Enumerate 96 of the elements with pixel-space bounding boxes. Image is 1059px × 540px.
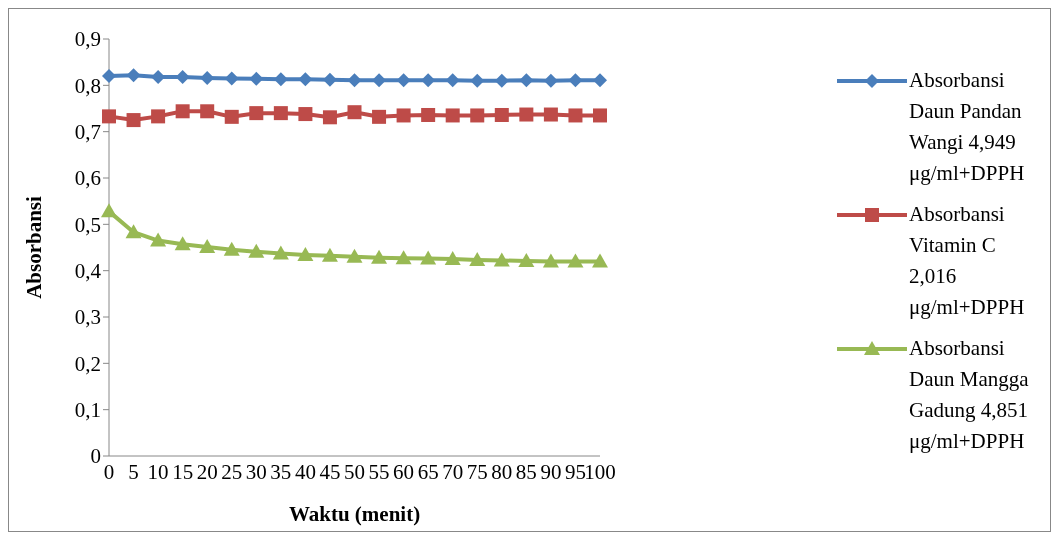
y-tick-label: 0,5 xyxy=(74,212,101,237)
point xyxy=(494,73,509,88)
x-tick-label: 100 xyxy=(584,459,616,484)
point xyxy=(322,110,337,125)
legend-label: Absorbansi Daun Mangga Gadung 4,851 μg/ml+DPPH xyxy=(909,335,1030,455)
legend-label: Absorbansi Vitamin C 2,016 μg/ml+DPPH xyxy=(909,201,1026,321)
point xyxy=(175,69,190,84)
x-tick-label: 95 xyxy=(564,459,586,484)
x-tick-label: 20 xyxy=(196,459,218,484)
point xyxy=(470,73,485,88)
point xyxy=(395,250,412,265)
point xyxy=(568,73,583,88)
point xyxy=(519,107,534,122)
point xyxy=(421,73,436,88)
x-tick-label: 75 xyxy=(466,459,488,484)
point xyxy=(126,113,141,128)
point xyxy=(567,253,584,268)
x-tick-label: 45 xyxy=(319,459,341,484)
point xyxy=(543,73,558,88)
point xyxy=(568,108,583,123)
x-tick-label: 55 xyxy=(368,459,390,484)
point xyxy=(347,73,362,88)
point xyxy=(102,109,116,124)
point xyxy=(445,73,460,88)
point xyxy=(272,245,289,260)
point xyxy=(396,73,411,88)
point xyxy=(593,73,607,88)
point xyxy=(249,106,264,121)
point xyxy=(126,68,141,83)
point xyxy=(298,72,313,87)
y-tick-label: 0,3 xyxy=(74,305,101,330)
legend-label: Absorbansi Daun Pandan Wangi 4,949 μg/ml+DPPH xyxy=(909,67,1026,187)
point xyxy=(223,241,240,256)
x-tick-label: 5 xyxy=(128,459,139,484)
x-tick-label: 85 xyxy=(515,459,537,484)
point xyxy=(592,253,608,268)
point xyxy=(347,105,362,120)
x-tick-label: 30 xyxy=(245,459,267,484)
point xyxy=(542,253,559,268)
point xyxy=(372,73,387,88)
x-tick-label: 80 xyxy=(491,459,513,484)
point xyxy=(200,104,215,119)
y-tick-label: 0,7 xyxy=(74,120,101,145)
point xyxy=(174,236,191,251)
x-tick-label: 15 xyxy=(172,459,194,484)
x-tick-label: 60 xyxy=(393,459,415,484)
point xyxy=(421,107,436,122)
point xyxy=(200,70,215,85)
point xyxy=(101,203,117,218)
x-tick-label: 40 xyxy=(294,459,316,484)
x-tick-label: 25 xyxy=(221,459,243,484)
point xyxy=(420,250,437,265)
point xyxy=(445,108,460,123)
point xyxy=(469,252,486,267)
point xyxy=(372,109,387,124)
point xyxy=(321,247,338,262)
y-tick-label: 0,2 xyxy=(74,351,101,376)
point xyxy=(298,107,313,122)
point xyxy=(396,108,411,123)
point xyxy=(273,72,288,87)
point xyxy=(175,104,190,119)
y-tick-label: 0,8 xyxy=(74,73,101,98)
point xyxy=(444,251,461,266)
point xyxy=(346,248,363,263)
x-tick-label: 50 xyxy=(344,459,365,484)
point xyxy=(519,73,534,88)
point xyxy=(224,109,239,124)
x-tick-label: 90 xyxy=(540,459,562,484)
point xyxy=(199,239,216,254)
point xyxy=(249,71,264,86)
x-tick-label: 70 xyxy=(442,459,464,484)
point xyxy=(593,108,607,123)
point xyxy=(224,71,239,86)
y-tick-label: 0,4 xyxy=(74,259,102,284)
point xyxy=(494,107,509,122)
point xyxy=(125,224,142,239)
point xyxy=(322,72,337,87)
x-tick-label: 35 xyxy=(270,459,292,484)
y-tick-label: 0,1 xyxy=(74,398,101,423)
x-tick-label: 10 xyxy=(147,459,169,484)
point xyxy=(297,246,314,261)
point xyxy=(273,106,288,121)
y-tick-label: 0,6 xyxy=(74,166,101,191)
point xyxy=(371,249,388,264)
x-axis-title: Waktu (menit) xyxy=(288,502,421,526)
point xyxy=(470,108,485,123)
point xyxy=(493,252,510,267)
point xyxy=(150,232,167,247)
point xyxy=(543,107,558,122)
y-tick-label: 0,9 xyxy=(74,27,101,52)
point xyxy=(248,243,265,258)
point xyxy=(151,109,166,124)
point xyxy=(518,252,535,267)
y-axis-title: Absorbansi xyxy=(22,195,47,299)
point xyxy=(102,69,116,84)
x-tick-label: 65 xyxy=(417,459,439,484)
